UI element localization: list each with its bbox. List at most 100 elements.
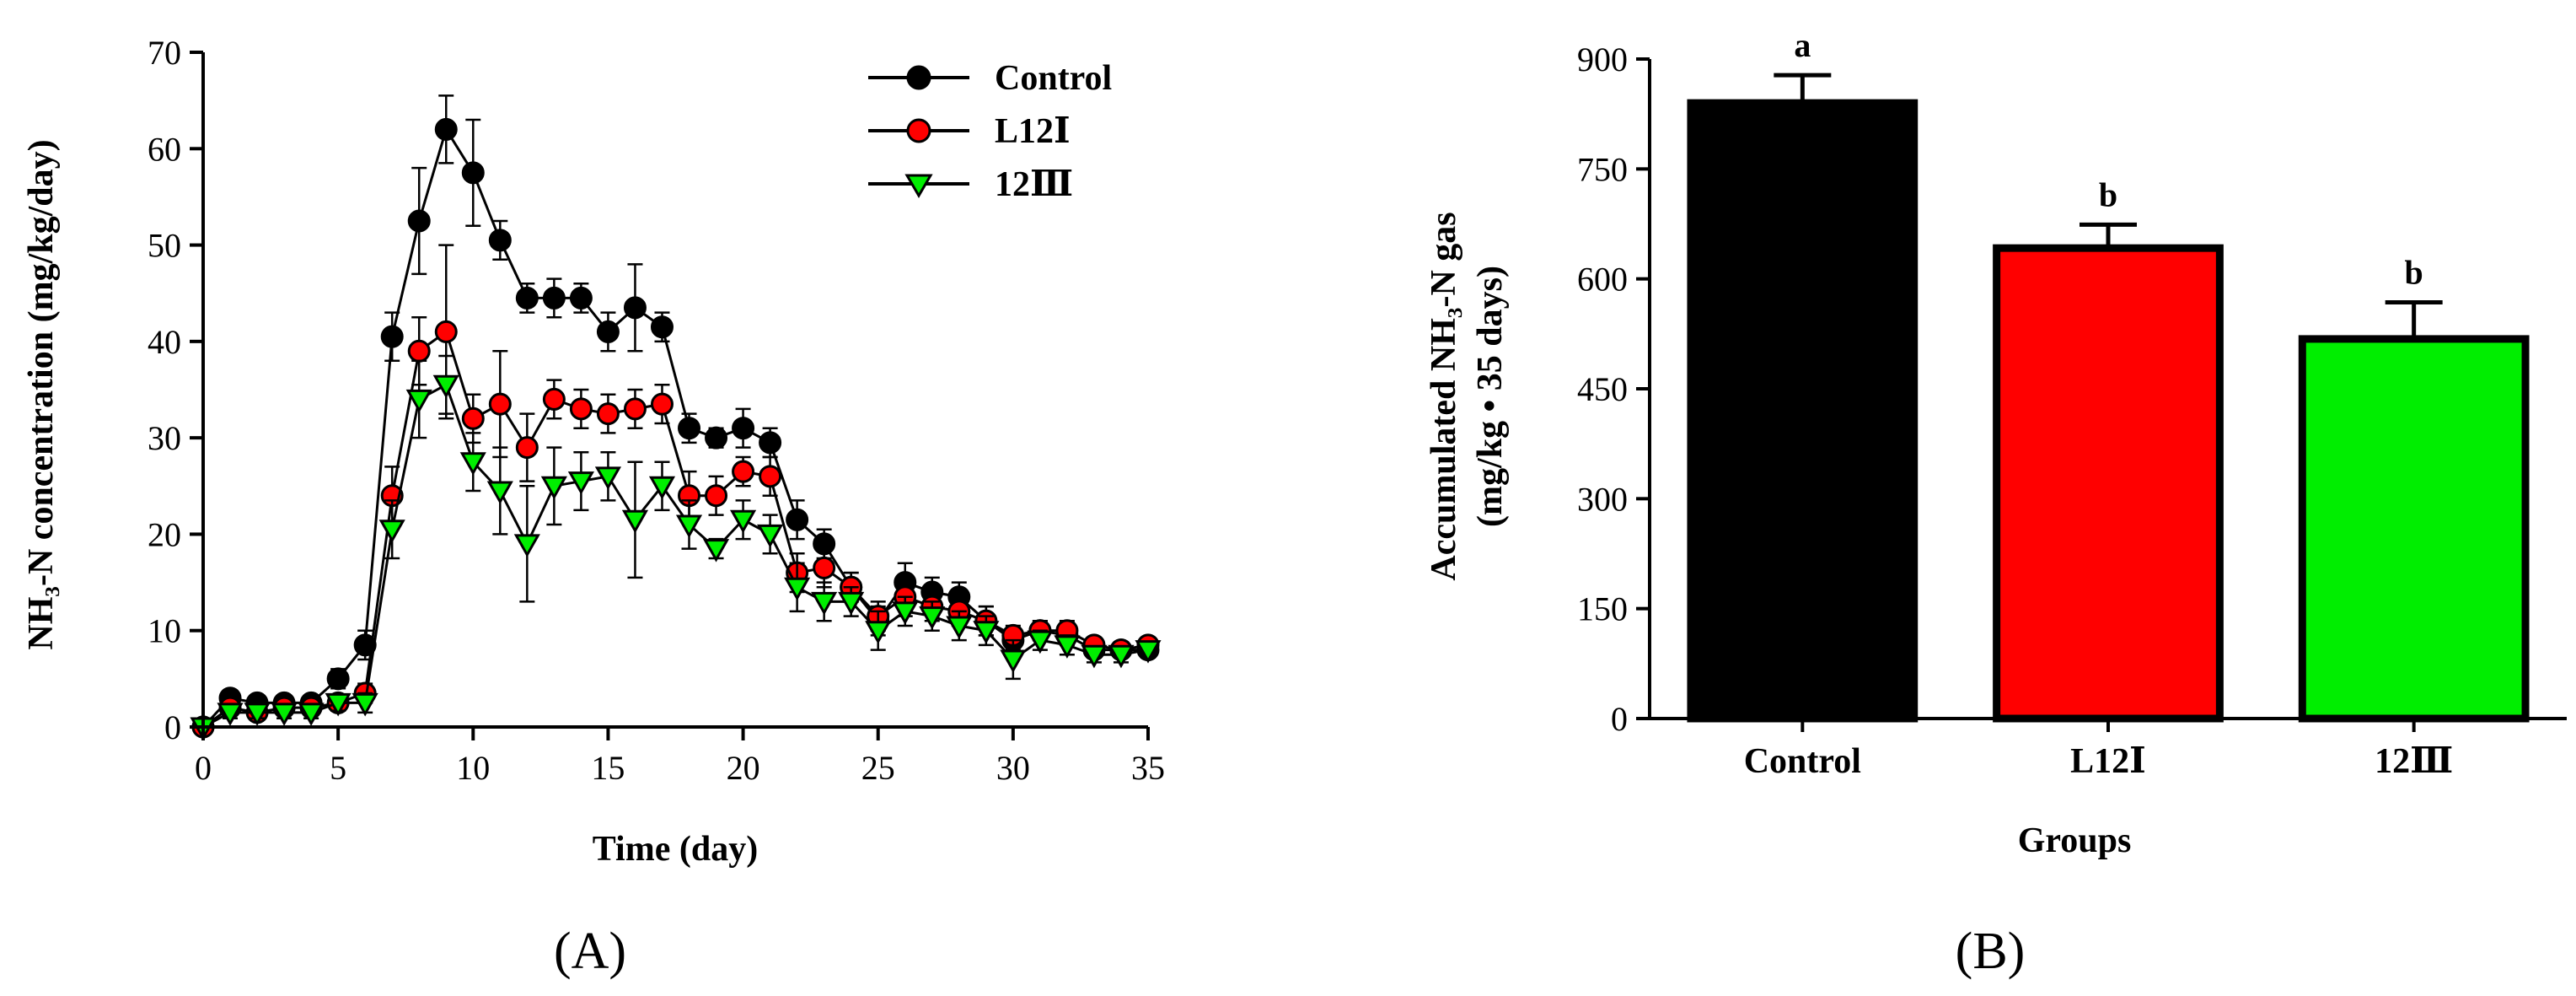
x-tick-label: 20 — [727, 749, 760, 787]
data-point — [461, 406, 485, 430]
data-point — [730, 509, 757, 534]
data-point — [569, 397, 593, 421]
y-tick-label: 900 — [1577, 40, 1628, 78]
data-point — [378, 520, 405, 543]
x-tick-label: 25 — [861, 749, 895, 787]
data-point — [757, 524, 784, 548]
legend-marker-12iii — [904, 174, 933, 198]
y-axis-label: NH₃-N concentration (mg/kg/day) — [22, 139, 61, 649]
data-point — [594, 466, 621, 490]
data-point — [271, 703, 298, 726]
data-point — [542, 387, 566, 411]
legend-label-control: Control — [995, 59, 1112, 98]
data-point — [540, 476, 567, 500]
data-point — [621, 509, 649, 534]
data-point — [705, 484, 728, 508]
y-tick-label: 300 — [1577, 480, 1628, 518]
x-tick-label: 30 — [996, 749, 1030, 787]
data-point — [434, 117, 458, 141]
line-series-group — [190, 94, 1162, 741]
data-point — [569, 286, 593, 310]
y-tick-label: 30 — [148, 419, 181, 457]
data-point — [759, 431, 782, 455]
data-point — [623, 296, 647, 320]
data-point — [488, 392, 512, 416]
data-point — [542, 286, 566, 310]
data-point — [732, 460, 755, 483]
legend-item-control: Control — [868, 59, 1112, 98]
data-point — [513, 534, 540, 557]
data-point — [326, 667, 350, 691]
data-point — [1081, 644, 1108, 669]
x-tick-label: 5 — [330, 749, 346, 787]
x-ticks: 0 5 10 15 20 25 30 35 — [195, 727, 1165, 787]
data-point — [459, 452, 486, 476]
y-axis-label-group: Accumulated NH₃-N gas (mg/kg • 35 days) — [1425, 212, 1510, 580]
y-ticks: 0 10 20 30 40 50 60 70 — [148, 34, 203, 746]
data-point — [675, 514, 703, 539]
data-point — [786, 508, 809, 531]
data-point — [1108, 644, 1135, 669]
legend-marker-l12 — [906, 118, 931, 143]
y-tick-label: 20 — [148, 515, 181, 553]
data-point — [813, 556, 836, 579]
y-axis-label-line1: Accumulated NH₃-N gas — [1425, 212, 1463, 580]
y-tick-label: 150 — [1577, 590, 1628, 628]
legend-label-l12: L12Ⅰ — [995, 112, 1071, 151]
y-ticks: 0 150 300 450 600 750 900 — [1577, 40, 1650, 738]
legend-label-12iii: 12Ⅲ — [995, 165, 1073, 204]
data-point — [732, 417, 755, 440]
x-tick-label: 10 — [456, 749, 490, 787]
data-point — [567, 471, 594, 495]
y-tick-label: 750 — [1577, 150, 1628, 188]
x-ticks: Control L12Ⅰ 12Ⅲ — [1744, 719, 2453, 781]
data-point — [352, 692, 378, 717]
bar-Control — [1687, 99, 1919, 723]
data-point — [919, 606, 946, 630]
data-point — [650, 315, 674, 339]
data-point — [407, 339, 431, 363]
data-point — [405, 389, 432, 413]
data-point — [1135, 640, 1162, 664]
data-point — [1027, 630, 1054, 654]
x-tick-label: 12Ⅲ — [2375, 742, 2453, 781]
data-point — [596, 402, 620, 426]
x-tick-label: Control — [1744, 742, 1861, 781]
x-axis-label: Groups — [2018, 821, 2132, 860]
y-tick-label: 10 — [148, 612, 181, 650]
data-point — [461, 161, 485, 185]
bars-group: a b b — [1687, 26, 2530, 723]
significance-label: b — [2099, 175, 2117, 213]
data-point — [486, 481, 513, 505]
bar-12Ⅲ — [2298, 335, 2530, 723]
bar-L12Ⅰ — [1993, 244, 2224, 723]
data-point — [623, 397, 647, 421]
significance-label: b — [2405, 253, 2423, 291]
data-point — [648, 476, 676, 500]
data-point — [702, 539, 730, 563]
data-point — [244, 703, 271, 726]
data-point — [488, 229, 512, 252]
y-axis-label-line2: (mg/kg • 35 days) — [1471, 266, 1510, 527]
panel-label-b: (B) — [1956, 923, 2026, 980]
data-point — [515, 436, 539, 460]
x-axis-label: Time (day) — [593, 830, 758, 869]
y-tick-label: 0 — [164, 708, 181, 746]
data-point — [838, 591, 865, 616]
y-tick-label: 0 — [1611, 700, 1628, 738]
line-chart-panel-a: 0 10 20 30 40 50 60 70 0 5 10 15 20 25 30 35 NH₃-N con… — [22, 34, 1165, 980]
series-12Ⅲ — [190, 354, 1162, 741]
data-point — [325, 692, 352, 717]
data-point — [678, 417, 701, 440]
data-point — [1054, 635, 1081, 659]
y-tick-label: 40 — [148, 323, 181, 361]
data-point — [946, 616, 973, 640]
data-point — [432, 374, 459, 399]
data-point — [380, 325, 404, 348]
data-point — [973, 621, 1000, 644]
legend: Control L12Ⅰ 12Ⅲ — [868, 59, 1112, 204]
legend-item-l12: L12Ⅰ — [868, 112, 1071, 151]
data-point — [298, 703, 325, 726]
data-point — [515, 286, 539, 310]
